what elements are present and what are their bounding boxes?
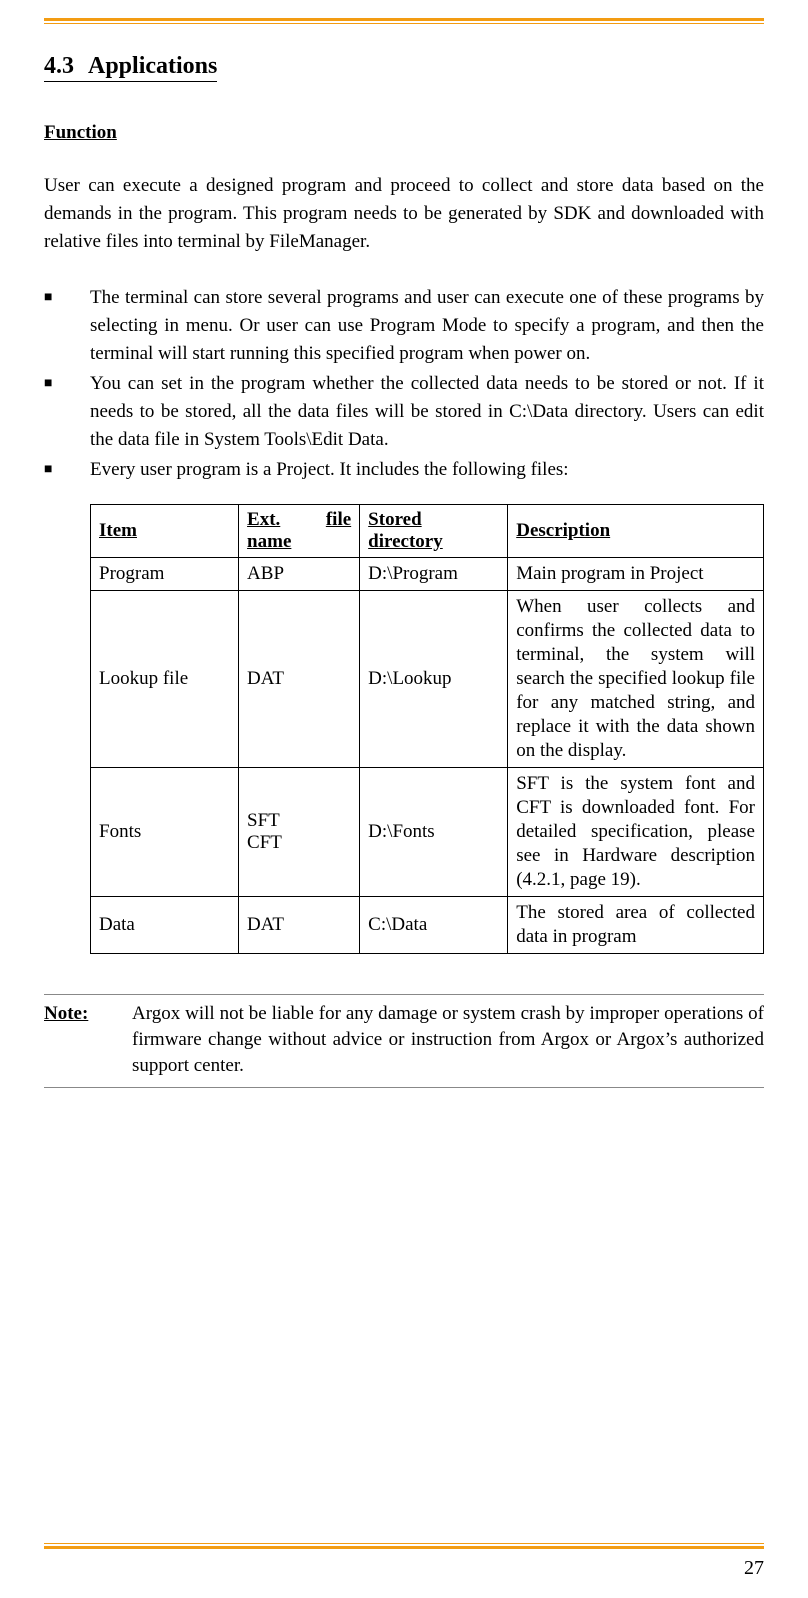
th-desc: Description [508, 505, 764, 558]
cell-desc: SFT is the system font and CFT is downlo… [508, 768, 764, 897]
bottom-rule-thin [44, 1543, 764, 1544]
page-number: 27 [744, 1557, 764, 1580]
table-row: Data DAT C:\Data The stored area of coll… [91, 897, 764, 954]
cell-dir: D:\Fonts [360, 768, 508, 897]
note-text: Argox will not be liable for any damage … [132, 1001, 764, 1079]
cell-dir: D:\Lookup [360, 591, 508, 768]
cell-ext: DAT [239, 591, 360, 768]
list-item: Every user program is a Project. It incl… [44, 456, 764, 484]
section-title-text: Applications [88, 53, 217, 79]
cell-ext: DAT [239, 897, 360, 954]
list-item: You can set in the program whether the c… [44, 370, 764, 454]
table-row: Fonts SFT CFT D:\Fonts SFT is the system… [91, 768, 764, 897]
top-rule-thick [44, 18, 764, 21]
bullet-list: The terminal can store several programs … [44, 284, 764, 484]
intro-paragraph: User can execute a designed program and … [44, 172, 764, 256]
th-item: Item [91, 505, 239, 558]
cell-item: Data [91, 897, 239, 954]
section-heading: 4.3 Applications [44, 53, 217, 82]
cell-item: Program [91, 558, 239, 591]
subheading-function: Function [44, 122, 764, 144]
cell-dir: C:\Data [360, 897, 508, 954]
cell-dir: D:\Program [360, 558, 508, 591]
table-header-row: Item Ext. file name Stored directory Des… [91, 505, 764, 558]
cell-desc: When user collects and confirms the coll… [508, 591, 764, 768]
table-row: Program ABP D:\Program Main program in P… [91, 558, 764, 591]
th-dir: Stored directory [360, 505, 508, 558]
top-rule-thin [44, 23, 764, 24]
top-rule [44, 18, 764, 23]
cell-item: Lookup file [91, 591, 239, 768]
table-row: Lookup file DAT D:\Lookup When user coll… [91, 591, 764, 768]
cell-ext: ABP [239, 558, 360, 591]
section-number: 4.3 [44, 53, 74, 79]
note-label: Note: [44, 1001, 132, 1079]
cell-ext: SFT CFT [239, 768, 360, 897]
th-ext: Ext. file name [239, 505, 360, 558]
document-page: 4.3 Applications Function User can execut… [0, 18, 808, 1598]
cell-desc: The stored area of collected data in pro… [508, 897, 764, 954]
bottom-rule-thick [44, 1546, 764, 1549]
note-block: Note: Argox will not be liable for any d… [44, 994, 764, 1088]
cell-item: Fonts [91, 768, 239, 897]
bottom-rule [44, 1543, 764, 1548]
files-table: Item Ext. file name Stored directory Des… [90, 504, 764, 954]
list-item: The terminal can store several programs … [44, 284, 764, 368]
cell-desc: Main program in Project [508, 558, 764, 591]
